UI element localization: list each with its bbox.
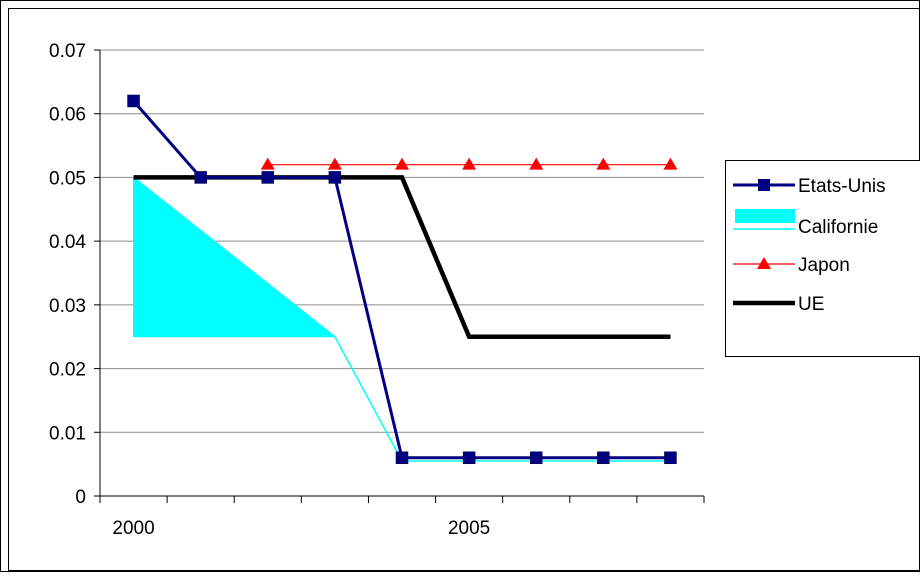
etats-unis-marker	[195, 171, 207, 183]
y-tick-label: 0	[75, 487, 86, 508]
y-tick-label: 0.06	[49, 105, 86, 126]
etats-unis-marker	[396, 452, 408, 464]
etats-unis-marker	[597, 452, 609, 464]
x-tick-label: 2005	[448, 518, 490, 539]
etats-unis-marker	[329, 171, 341, 183]
legend-etats-unis-marker	[758, 179, 770, 191]
y-tick-label: 0.03	[49, 296, 86, 317]
japon-marker	[261, 158, 275, 170]
y-tick-label: 0.05	[49, 168, 86, 189]
etats-unis-marker	[262, 171, 274, 183]
legend-label: Japon	[798, 255, 850, 276]
y-tick-label: 0.01	[49, 423, 86, 444]
japon-marker	[596, 158, 610, 170]
etats-unis-marker	[664, 452, 676, 464]
etats-unis-marker	[128, 95, 140, 107]
x-tick-label: 2000	[112, 518, 154, 539]
japon-marker	[529, 158, 543, 170]
y-tick-label: 0.04	[49, 232, 86, 253]
legend-label: Etats-Unis	[798, 176, 886, 197]
japon-marker	[663, 158, 677, 170]
legend-californie-swatch	[735, 209, 795, 223]
japon-marker	[328, 158, 342, 170]
y-tick-label: 0.07	[49, 41, 86, 62]
y-tick-label: 0.02	[49, 360, 86, 381]
etats-unis-marker	[463, 452, 475, 464]
japon-marker	[462, 158, 476, 170]
legend-label: UE	[798, 294, 824, 315]
japon-marker	[395, 158, 409, 170]
etats-unis-marker	[530, 452, 542, 464]
legend-label: Californie	[798, 217, 878, 238]
